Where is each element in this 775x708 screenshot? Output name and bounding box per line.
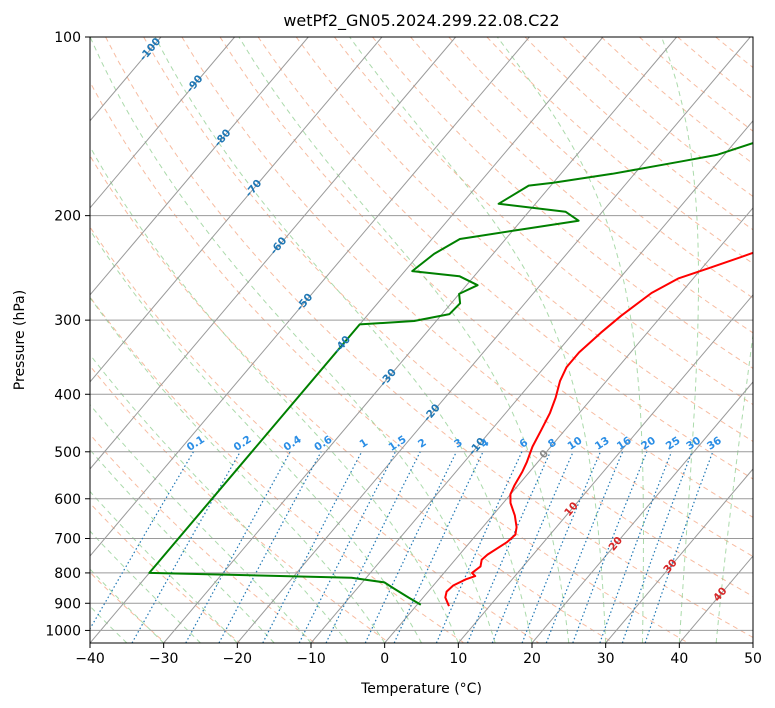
x-tick-label: 30 — [597, 651, 615, 667]
isotherm-line — [531, 381, 753, 643]
dry-adiabat — [90, 433, 316, 643]
mixing-ratio-line — [298, 451, 396, 643]
mixing-ratio-line — [466, 451, 551, 643]
dry-adiabat — [219, 37, 753, 518]
y-tick-label: 700 — [54, 532, 81, 548]
mixing-ratio-line — [218, 451, 322, 643]
mixing-ratio-line — [599, 451, 673, 643]
mixing-ratio-line — [491, 451, 574, 643]
mixing-ratio-line — [572, 451, 648, 643]
moist-adiabat — [90, 353, 349, 643]
y-tick-label: 1000 — [45, 623, 81, 639]
moist-adiabat — [90, 145, 459, 643]
moist-adiabat — [661, 37, 699, 643]
moist-adiabat — [349, 37, 607, 643]
isotherm-line — [752, 642, 753, 643]
moist-adiabat — [90, 449, 275, 643]
mixing-ratio-line — [644, 451, 714, 643]
plot-background — [90, 37, 753, 643]
isotherm-line — [90, 37, 309, 296]
moist-adiabat — [715, 331, 753, 643]
y-axis-label: Pressure (hPa) — [12, 290, 28, 390]
mixing-ratio-line — [621, 451, 693, 643]
dry-adiabat — [90, 226, 540, 643]
dry-adiabat — [90, 154, 614, 643]
dry-adiabat — [90, 571, 166, 643]
mixing-ratio-line — [545, 451, 624, 643]
isotherm-line — [163, 37, 678, 643]
dewpoint-line — [148, 141, 753, 606]
x-tick-label: −10 — [296, 651, 326, 667]
isotherm-line — [90, 37, 236, 209]
x-tick-label: 0 — [380, 651, 389, 667]
moist-adiabat — [496, 37, 644, 643]
isotherm-line — [90, 37, 383, 383]
isotherm-line — [236, 37, 751, 643]
dry-adiabat — [181, 37, 753, 558]
dry-adiabat — [90, 502, 241, 643]
y-tick-label: 500 — [54, 445, 81, 461]
temperature-line — [444, 251, 753, 607]
x-axis-label: Temperature (°C) — [360, 681, 482, 697]
y-tick-label: 300 — [54, 313, 81, 329]
x-tick-label: 50 — [744, 651, 762, 667]
x-tick-label: 10 — [449, 651, 467, 667]
isotherm-line — [605, 468, 753, 643]
moist-adiabat — [154, 37, 533, 643]
mixing-ratio-line — [521, 451, 601, 643]
dry-adiabat — [410, 37, 753, 334]
plot-frame — [89, 36, 754, 644]
mixing-ratio-line — [435, 451, 523, 643]
mixing-ratio-line — [185, 451, 291, 643]
y-tick-label: 100 — [54, 30, 81, 46]
sounding-series — [148, 141, 753, 607]
dry-adiabat — [90, 296, 465, 643]
moist-adiabat — [90, 229, 422, 643]
x-tick-label: 40 — [670, 651, 688, 667]
y-axis-ticks: 1000 900 800 700 600 500 400 300 200 100 — [45, 30, 90, 639]
x-axis-ticks: −40 −30 −20 −10 0 10 20 30 40 50 — [75, 643, 762, 667]
moist-adiabat — [90, 37, 496, 643]
isotherm-line — [457, 294, 753, 643]
dry-adiabat — [448, 37, 753, 299]
x-tick-label: −30 — [149, 651, 179, 667]
isotherm-line — [90, 37, 457, 470]
mixing-ratio-line — [325, 451, 421, 643]
y-tick-label: 200 — [54, 209, 81, 225]
y-tick-label: 900 — [54, 596, 81, 612]
dry-adiabat — [334, 37, 753, 406]
x-tick-label: −40 — [75, 651, 105, 667]
chart-title: wetPf2_GN05.2024.299.22.08.C22 — [283, 11, 559, 31]
dry-adiabat — [372, 37, 753, 369]
isotherm-line — [310, 120, 753, 643]
dry-adiabat — [90, 365, 390, 643]
isotherm-line — [384, 207, 753, 643]
x-tick-label: 20 — [523, 651, 541, 667]
y-tick-label: 800 — [54, 566, 81, 582]
isotherm-line — [90, 37, 530, 557]
background-lines — [90, 37, 753, 643]
y-tick-label: 600 — [54, 492, 81, 508]
dry-adiabat — [143, 37, 753, 598]
y-tick-label: 400 — [54, 387, 81, 403]
x-tick-label: −20 — [223, 651, 253, 667]
